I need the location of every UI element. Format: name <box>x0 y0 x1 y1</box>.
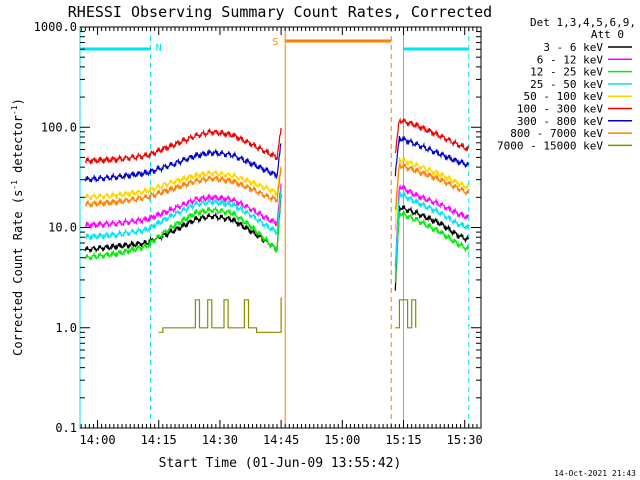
series-6-12-kev-segment1 <box>84 183 282 230</box>
legend-label: 100 - 300 keV <box>517 103 603 116</box>
y-axis-label-b: detector <box>11 115 25 180</box>
y-tick-label: 100.0 <box>41 120 77 134</box>
series-3-6-kev-segment2 <box>394 205 470 291</box>
series-7000-15000-kev-segment2 <box>395 299 417 329</box>
night-label: N <box>156 43 162 54</box>
y-axis-label-a: Corrected Count Rate (s <box>11 190 25 356</box>
legend-label: 50 - 100 keV <box>524 90 604 103</box>
series-800-7000-kev-segment1 <box>84 167 282 209</box>
axes: 0.1 1.0 10.0 100.0 1000.0 14:00 14:15 14:30 14:4… <box>34 20 483 447</box>
x-tick-label: 14:30 <box>202 433 238 447</box>
legend-label: 3 - 6 keV <box>543 41 603 54</box>
series-25-50-kev-segment1 <box>84 188 282 241</box>
series-800-7000-kev-segment2 <box>394 161 470 210</box>
legend-label: 12 - 25 keV <box>530 66 603 79</box>
series-300-800-kev-segment2 <box>394 135 470 177</box>
series-7000-15000-kev-segment1 <box>158 297 282 333</box>
y-axis-label-sup2: -1 <box>10 105 19 115</box>
saa-label: S <box>272 37 278 48</box>
y-axis-label-sup1: -1 <box>10 180 19 190</box>
series-300-800-kev-segment1 <box>84 143 282 184</box>
legend-header-line1: Det 1,3,4,5,6,9, <box>530 16 636 29</box>
x-tick-label: 15:15 <box>385 433 421 447</box>
x-axis-label: Start Time (01-Jun-09 13:55:42) <box>159 456 402 471</box>
series-25-50-kev-segment2 <box>394 190 470 273</box>
y-axis-label-c: ) <box>11 98 25 105</box>
legend-label: 800 - 7000 keV <box>510 127 603 140</box>
y-axis-label: Corrected Count Rate (s-1 detector-1) <box>10 98 25 356</box>
series-12-25-kev-segment2 <box>394 211 469 283</box>
series-50-100-kev-segment2 <box>394 156 470 231</box>
legend-label: 7000 - 15000 keV <box>497 139 603 152</box>
legend-label: 25 - 50 keV <box>530 78 603 91</box>
orbit-markers: NS <box>79 27 470 428</box>
y-tick-label: 1.0 <box>55 321 77 335</box>
series-6-12-kev-segment2 <box>394 184 470 267</box>
series-lines <box>84 117 470 333</box>
chart-title: RHESSI Observing Summary Count Rates, Co… <box>68 3 492 21</box>
generation-timestamp: 14-Oct-2021 21:43 <box>554 469 636 478</box>
x-tick-label: 15:30 <box>447 433 483 447</box>
legend-header-line2: Att 0 <box>591 28 624 41</box>
x-tick-label: 14:00 <box>79 433 115 447</box>
series-12-25-kev-segment1 <box>84 190 282 261</box>
series-100-300-kev-segment1 <box>84 127 282 165</box>
series-100-300-kev-segment2 <box>394 117 470 154</box>
y-tick-label: 10.0 <box>48 221 77 235</box>
x-tick-label: 14:45 <box>263 433 299 447</box>
legend-label: 300 - 800 keV <box>517 115 603 128</box>
plot-frame <box>79 26 482 429</box>
series-3-6-kev-segment1 <box>84 194 282 253</box>
legend-label: 6 - 12 keV <box>537 53 604 66</box>
x-tick-label: 15:00 <box>324 433 360 447</box>
series-50-100-kev-segment1 <box>84 165 282 202</box>
x-tick-label: 14:15 <box>141 433 177 447</box>
y-tick-label: 1000.0 <box>34 20 77 34</box>
y-tick-label: 0.1 <box>55 421 77 435</box>
